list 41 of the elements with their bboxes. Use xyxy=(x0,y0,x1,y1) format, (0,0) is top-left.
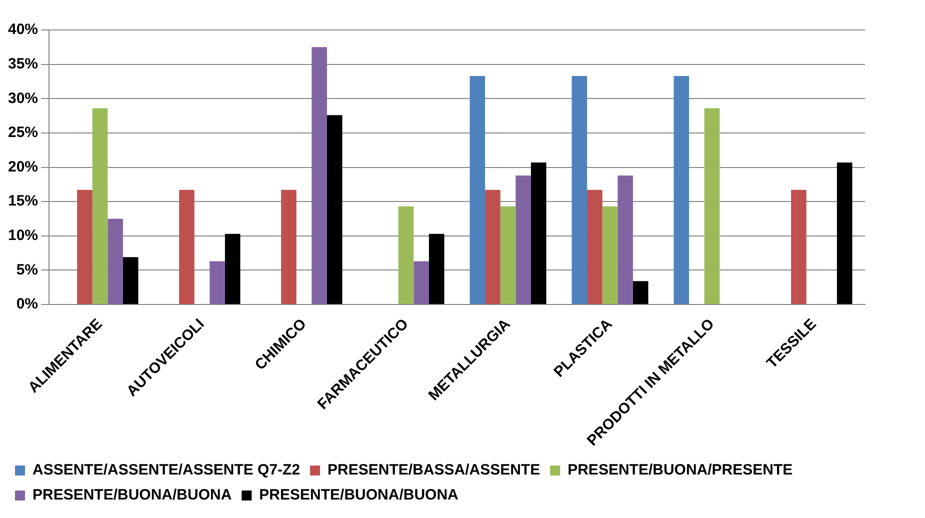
bar xyxy=(485,190,500,304)
legend-label: ASSENTE/ASSENTE/ASSENTE Q7-Z2 xyxy=(32,462,300,479)
bar xyxy=(210,261,225,304)
bar xyxy=(326,115,342,304)
bar xyxy=(587,190,602,304)
y-tick-label: 15% xyxy=(8,192,38,210)
y-tick-label: 10% xyxy=(8,227,38,244)
bar xyxy=(618,175,633,304)
bar xyxy=(398,206,414,304)
y-tick-label: 40% xyxy=(8,21,38,38)
bar xyxy=(836,162,852,304)
bar xyxy=(602,206,618,304)
legend-label: PRESENTE/BUONA/PRESENTE xyxy=(568,462,793,479)
bar xyxy=(674,76,690,304)
bar xyxy=(791,190,806,304)
bar xyxy=(500,206,516,304)
bar xyxy=(704,108,720,304)
y-tick-label: 20% xyxy=(8,158,38,176)
bar xyxy=(516,175,531,304)
y-tick-label: 30% xyxy=(8,90,38,107)
bar xyxy=(530,162,546,304)
bar xyxy=(92,108,108,304)
y-tick-label: 25% xyxy=(8,124,38,142)
legend-label: PRESENTE/BASSA/ASSENTE xyxy=(328,462,540,479)
legend-label: PRESENTE/BUONA/BUONA xyxy=(32,486,232,504)
bar xyxy=(179,190,194,304)
bar xyxy=(414,261,429,304)
bar xyxy=(470,76,486,304)
y-tick-label: 35% xyxy=(8,55,38,72)
bar xyxy=(312,47,327,304)
bar xyxy=(224,234,240,304)
y-tick-label: 5% xyxy=(16,261,38,278)
legend-label: PRESENTE/BUONA/BUONA xyxy=(259,486,459,504)
bar xyxy=(572,76,588,304)
bar xyxy=(77,190,92,304)
bar xyxy=(632,281,648,304)
bar xyxy=(428,234,444,304)
bar xyxy=(122,257,138,304)
bar xyxy=(281,190,296,304)
y-tick-label: 0% xyxy=(16,296,38,313)
bar xyxy=(108,218,123,304)
